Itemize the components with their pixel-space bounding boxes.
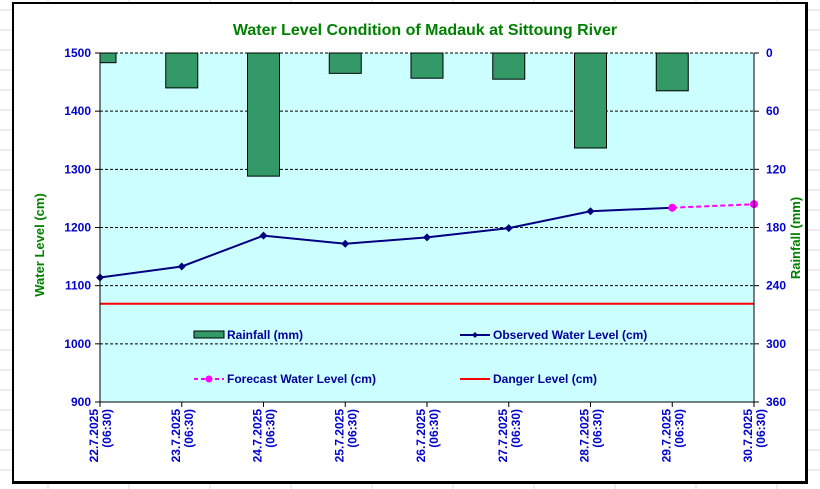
observed-point bbox=[423, 233, 431, 242]
legend-item: Rainfall (mm) bbox=[193, 328, 303, 342]
forecast-line bbox=[672, 203, 755, 209]
x-tick-label-date: 25.7.2025 bbox=[332, 409, 346, 463]
observed-point bbox=[259, 231, 268, 240]
legend-swatch-rainfall bbox=[193, 330, 225, 339]
right-tick-label: 120 bbox=[766, 162, 786, 176]
right-axis-title: Rainfall (mm) bbox=[788, 197, 803, 279]
rainfall-bar bbox=[165, 52, 199, 89]
rainfall-bar bbox=[655, 52, 689, 92]
rainfall-bar bbox=[574, 52, 607, 149]
x-tick-label-time: (06:30) bbox=[100, 409, 114, 448]
legend-label: Observed Water Level (cm) bbox=[493, 328, 647, 342]
x-tick-label-time: (06:30) bbox=[591, 409, 605, 448]
right-tick-label: 60 bbox=[766, 104, 780, 118]
x-tick-label-time: (06:30) bbox=[427, 409, 441, 448]
forecast-point bbox=[668, 203, 677, 212]
legend-marker-circle bbox=[205, 375, 213, 383]
right-tick-label: 180 bbox=[766, 221, 786, 235]
x-tick-label-date: 28.7.2025 bbox=[578, 409, 592, 463]
observed-point bbox=[341, 239, 350, 248]
legend-marker-diamond bbox=[472, 332, 478, 338]
rainfall-bar bbox=[99, 52, 117, 64]
x-tick-label-date: 27.7.2025 bbox=[496, 409, 510, 463]
right-axis-ticks: 0 60 120 180 240 300 360 bbox=[754, 46, 786, 409]
x-tick-label-date: 26.7.2025 bbox=[414, 409, 428, 463]
x-axis-ticks: 22.7.2025 (06:30) 23.7.2025 (06:30) 24.7.202… bbox=[87, 402, 768, 462]
x-tick-label-date: 24.7.2025 bbox=[251, 409, 265, 463]
left-tick-label: 1500 bbox=[64, 46, 91, 60]
legend-label: Rainfall (mm) bbox=[227, 328, 303, 342]
rainfall-bar bbox=[328, 52, 362, 74]
left-tick-label: 1400 bbox=[64, 104, 91, 118]
x-tick-label-time: (06:30) bbox=[672, 409, 686, 448]
legend: Rainfall (mm) Observed Water Level (cm) Fo… bbox=[193, 328, 647, 386]
x-tick-label-time: (06:30) bbox=[509, 409, 523, 448]
legend-label: Danger Level (cm) bbox=[493, 372, 597, 386]
x-tick-label-date: 30.7.2025 bbox=[741, 409, 755, 463]
right-tick-label: 0 bbox=[766, 46, 773, 60]
x-tick-label-date: 22.7.2025 bbox=[87, 409, 101, 463]
left-axis-title: Water Level (cm) bbox=[32, 193, 47, 297]
right-tick-label: 240 bbox=[766, 279, 786, 293]
legend-label: Forecast Water Level (cm) bbox=[227, 372, 376, 386]
left-tick-label: 1200 bbox=[64, 221, 91, 235]
x-tick-label-time: (06:30) bbox=[345, 409, 359, 448]
left-tick-label: 1300 bbox=[64, 162, 91, 176]
x-tick-label-time: (06:30) bbox=[754, 409, 768, 448]
observed-point bbox=[177, 262, 186, 271]
rainfall-bars bbox=[99, 52, 689, 177]
left-tick-label: 900 bbox=[71, 395, 91, 409]
right-tick-label: 300 bbox=[766, 337, 786, 351]
observed-point bbox=[586, 207, 595, 216]
observed-point bbox=[504, 224, 513, 233]
chart-title: Water Level Condition of Madauk at Sitto… bbox=[233, 22, 617, 39]
rainfall-bar bbox=[492, 52, 526, 80]
rainfall-bar bbox=[410, 52, 444, 79]
observed-water-level-series bbox=[96, 203, 677, 282]
observed-line bbox=[99, 206, 673, 279]
rainfall-bar bbox=[247, 52, 280, 177]
x-tick-label-time: (06:30) bbox=[182, 409, 196, 448]
legend-item: Danger Level (cm) bbox=[460, 372, 597, 386]
legend-item: Forecast Water Level (cm) bbox=[194, 372, 376, 386]
left-tick-label: 1000 bbox=[64, 337, 91, 351]
right-tick-label: 360 bbox=[766, 395, 786, 409]
left-axis-ticks: 900 1000 1100 1200 1300 1400 1500 bbox=[64, 46, 100, 409]
x-tick-label-date: 23.7.2025 bbox=[169, 409, 183, 463]
x-tick-label-time: (06:30) bbox=[264, 409, 278, 448]
x-tick-label-date: 29.7.2025 bbox=[659, 409, 673, 463]
forecast-water-level-series bbox=[668, 200, 758, 212]
left-tick-label: 1100 bbox=[65, 279, 91, 293]
legend-item: Observed Water Level (cm) bbox=[460, 328, 647, 342]
